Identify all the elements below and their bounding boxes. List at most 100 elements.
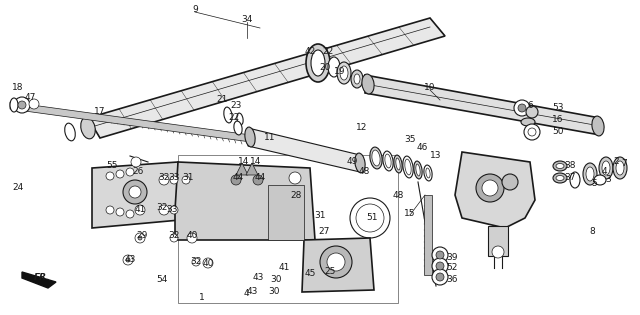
Ellipse shape [586, 167, 594, 181]
Text: 40: 40 [202, 260, 214, 268]
Circle shape [126, 210, 134, 218]
Ellipse shape [416, 164, 420, 176]
Text: 15: 15 [404, 209, 416, 219]
Circle shape [526, 106, 538, 118]
Text: 55: 55 [106, 162, 118, 170]
Text: 17: 17 [94, 107, 106, 117]
Text: 41: 41 [278, 264, 290, 272]
Circle shape [170, 176, 178, 184]
Circle shape [123, 180, 147, 204]
Text: 11: 11 [264, 134, 276, 142]
Text: 31: 31 [314, 211, 326, 220]
Text: 7: 7 [621, 159, 627, 169]
Ellipse shape [306, 44, 330, 82]
Polygon shape [175, 162, 315, 240]
Text: 32: 32 [168, 232, 180, 240]
Ellipse shape [521, 118, 535, 126]
Polygon shape [248, 128, 360, 172]
Ellipse shape [311, 50, 325, 76]
Ellipse shape [372, 150, 380, 166]
Polygon shape [92, 162, 180, 228]
Circle shape [138, 236, 142, 240]
Ellipse shape [553, 173, 567, 183]
Ellipse shape [556, 163, 564, 169]
Circle shape [29, 99, 39, 109]
Text: 16: 16 [552, 116, 564, 124]
Ellipse shape [354, 74, 360, 84]
Circle shape [14, 97, 30, 113]
Ellipse shape [394, 155, 402, 173]
Ellipse shape [81, 117, 95, 139]
Circle shape [514, 100, 530, 116]
Ellipse shape [556, 175, 564, 180]
Ellipse shape [65, 123, 76, 141]
Circle shape [131, 157, 141, 167]
Ellipse shape [594, 175, 606, 185]
Ellipse shape [351, 70, 363, 88]
Text: 51: 51 [366, 214, 378, 222]
Text: 6: 6 [527, 101, 533, 111]
Text: 35: 35 [404, 135, 416, 145]
Text: FR.: FR. [34, 273, 51, 283]
Ellipse shape [405, 159, 411, 175]
Circle shape [106, 172, 114, 180]
Circle shape [432, 258, 448, 274]
Ellipse shape [602, 161, 610, 175]
Circle shape [126, 168, 134, 176]
Ellipse shape [234, 121, 242, 135]
Text: 36: 36 [446, 276, 458, 284]
Circle shape [432, 269, 448, 285]
Text: 25: 25 [324, 267, 336, 277]
Text: 23: 23 [230, 101, 242, 111]
Text: 33: 33 [166, 205, 178, 215]
Text: 32: 32 [156, 203, 168, 213]
Circle shape [289, 172, 301, 184]
Circle shape [123, 255, 133, 265]
Text: 32: 32 [158, 174, 170, 182]
Ellipse shape [237, 113, 243, 125]
Circle shape [320, 246, 352, 278]
Text: 26: 26 [132, 168, 144, 176]
Text: 48: 48 [358, 168, 370, 176]
Text: 42: 42 [305, 48, 316, 56]
Circle shape [518, 104, 526, 112]
Ellipse shape [583, 163, 597, 185]
Circle shape [116, 208, 124, 216]
Text: 45: 45 [304, 270, 316, 278]
Ellipse shape [370, 147, 382, 169]
Text: 22: 22 [323, 48, 333, 56]
Polygon shape [10, 102, 258, 143]
Text: 37: 37 [564, 174, 576, 182]
Text: 43: 43 [252, 273, 264, 283]
Text: 12: 12 [356, 123, 368, 133]
Circle shape [524, 124, 540, 140]
Circle shape [135, 205, 145, 215]
Circle shape [253, 175, 263, 185]
Polygon shape [22, 272, 56, 288]
Ellipse shape [570, 172, 580, 188]
Circle shape [18, 101, 26, 109]
Text: 32: 32 [190, 257, 202, 266]
Text: 40: 40 [186, 232, 198, 240]
Circle shape [135, 233, 145, 243]
Text: 4: 4 [601, 168, 607, 176]
Ellipse shape [403, 156, 413, 178]
Text: 14: 14 [250, 158, 262, 167]
Ellipse shape [355, 153, 365, 173]
Text: 39: 39 [446, 254, 458, 262]
Text: 29: 29 [136, 232, 148, 240]
Circle shape [187, 233, 197, 243]
Text: 53: 53 [552, 104, 564, 112]
Ellipse shape [426, 168, 430, 178]
Bar [424, 195, 432, 275]
Circle shape [327, 253, 345, 271]
Circle shape [436, 262, 444, 270]
Text: 33: 33 [168, 174, 180, 182]
Text: 2: 2 [613, 158, 619, 167]
Text: 48: 48 [392, 192, 404, 201]
Text: 21: 21 [216, 95, 228, 105]
Circle shape [528, 128, 536, 136]
Circle shape [170, 206, 178, 214]
Bar [178, 155, 398, 303]
Text: 20: 20 [319, 64, 331, 72]
